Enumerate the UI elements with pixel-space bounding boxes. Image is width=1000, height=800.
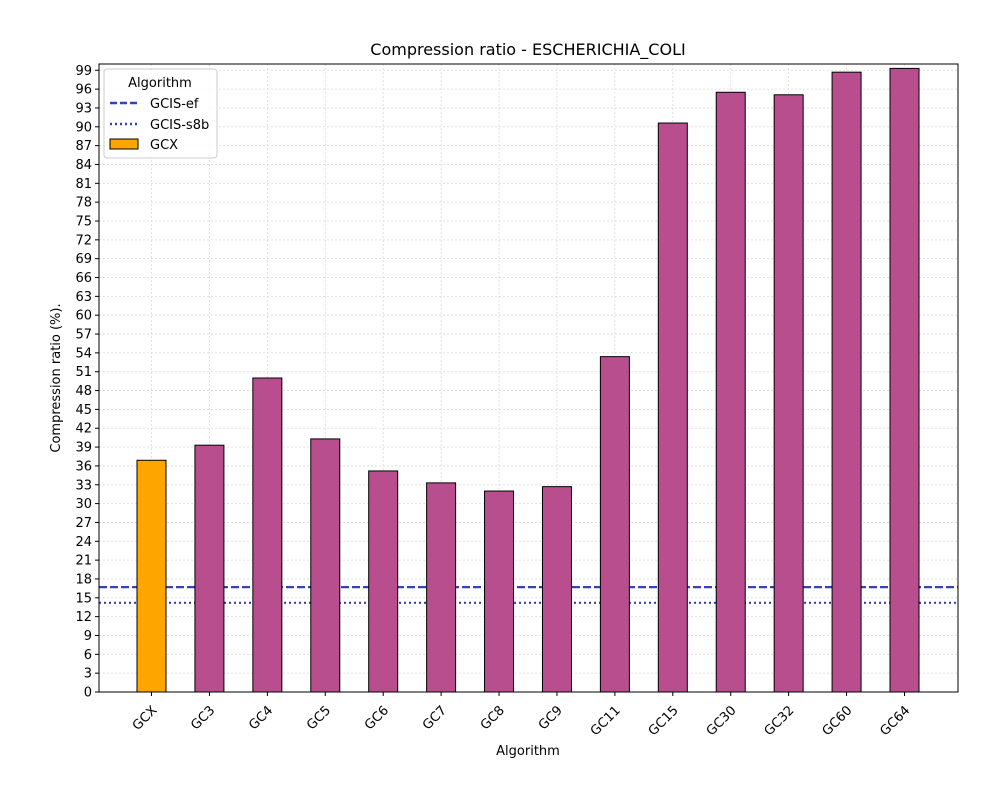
- legend-swatch-gcx: [109, 138, 139, 150]
- bar-gc7: [426, 482, 457, 693]
- legend-label-gcx: GCX: [150, 138, 178, 153]
- y-tick-label: 6: [84, 648, 92, 663]
- bars: [136, 67, 920, 693]
- y-tick-label: 12: [75, 610, 92, 625]
- y-tick-label: 27: [75, 516, 92, 531]
- y-tick-label: 30: [75, 497, 92, 512]
- bar-gc6: [368, 470, 399, 693]
- bar-gc64: [889, 67, 920, 693]
- y-tick-label: 99: [75, 64, 92, 79]
- legend: Algorithm GCIS-ef GCIS-s8b GCX: [103, 68, 218, 159]
- y-tick-label: 9: [84, 629, 92, 644]
- y-tick-label: 36: [75, 459, 92, 474]
- y-tick-label: 69: [75, 252, 92, 267]
- y-tick-label: 48: [75, 384, 92, 399]
- bar-gc8: [484, 490, 515, 693]
- y-tick-label: 3: [84, 667, 92, 682]
- y-tick-label: 72: [75, 233, 92, 248]
- y-tick-label: 21: [75, 554, 92, 569]
- y-tick-label: 15: [75, 591, 92, 606]
- legend-label-gcis-s8b: GCIS-s8b: [150, 118, 209, 133]
- y-tick-label: 33: [75, 478, 92, 493]
- y-tick-label: 42: [75, 422, 92, 437]
- bar-gc11: [599, 356, 630, 693]
- x-axis-title: Algorithm: [496, 744, 560, 759]
- y-tick-label: 51: [75, 365, 92, 380]
- bar-gc5: [310, 438, 341, 693]
- y-tick-label: 63: [75, 290, 92, 305]
- y-tick-label: 66: [75, 271, 92, 286]
- plot-frame: [98, 63, 959, 693]
- bar-gc4: [252, 377, 283, 693]
- bar-gc15: [657, 122, 688, 693]
- y-tick-label: 60: [75, 309, 92, 324]
- bar-gcx: [136, 459, 167, 693]
- bar-gc9: [541, 486, 572, 693]
- y-tick-label: 0: [84, 686, 92, 701]
- y-tick-label: 18: [75, 572, 92, 587]
- y-tick-label: 57: [75, 328, 92, 343]
- legend-box: [103, 68, 218, 159]
- y-tick-label: 75: [75, 215, 92, 230]
- y-tick-label: 90: [75, 120, 92, 135]
- y-axis-title: Compression ratio (%).: [49, 303, 64, 452]
- bar-gc30: [715, 91, 746, 693]
- y-tick-label: 84: [75, 158, 92, 173]
- reference-lines: [99, 586, 958, 604]
- y-tick-label: 93: [75, 101, 92, 116]
- y-tick-label: 78: [75, 196, 92, 211]
- y-tick-label: 87: [75, 139, 92, 154]
- y-tick-label: 45: [75, 403, 92, 418]
- bar-gc3: [194, 444, 225, 693]
- legend-title: Algorithm: [128, 76, 192, 91]
- y-tick-label: 24: [75, 535, 92, 550]
- y-tick-label: 81: [75, 177, 92, 192]
- y-tick-label: 96: [75, 83, 92, 98]
- y-axis: 0369121518212427303336394245485154576063…: [75, 64, 99, 701]
- y-tick-label: 39: [75, 441, 92, 456]
- legend-label-gcis-ef: GCIS-ef: [150, 97, 199, 112]
- y-tick-label: 54: [75, 346, 92, 361]
- bar-gc32: [773, 94, 804, 693]
- chart-title: Compression ratio - ESCHERICHIA_COLI: [370, 40, 685, 60]
- bar-gc60: [831, 71, 862, 693]
